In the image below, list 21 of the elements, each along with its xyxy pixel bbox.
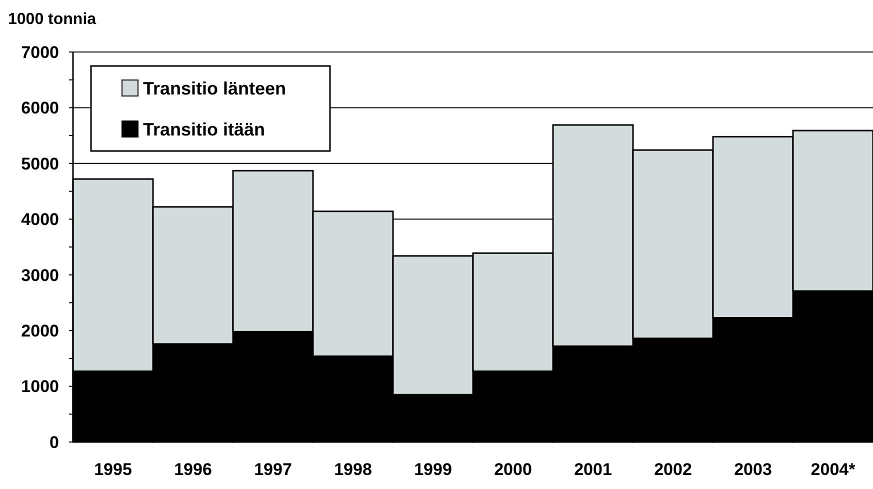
x-tick-label: 2004* [810, 460, 856, 479]
x-tick-label: 1996 [174, 460, 212, 479]
x-tick-label: 1995 [94, 460, 132, 479]
y-tick-label: 5000 [21, 154, 59, 174]
x-tick-label: 1997 [254, 460, 292, 479]
y-tick-label: 0 [50, 432, 59, 452]
y-axis-title: 1000 tonnia [8, 11, 96, 28]
legend-label: Transitio itään [143, 119, 266, 140]
y-tick-label: 4000 [21, 210, 59, 230]
x-tick-label: 2001 [574, 460, 612, 479]
y-tick-label: 3000 [21, 266, 59, 285]
x-tick-label: 2003 [734, 460, 772, 479]
x-tick-label: 2000 [494, 460, 532, 479]
y-tick-label: 6000 [21, 98, 59, 118]
y-tick-label: 2000 [21, 322, 59, 341]
legend-label: Transitio länteen [143, 78, 286, 98]
y-tick-label: 1000 [21, 377, 59, 396]
x-tick-label: 1998 [334, 460, 372, 479]
x-tick-label: 1999 [414, 460, 452, 479]
y-tick-label: 7000 [21, 42, 59, 62]
x-tick-label: 2002 [654, 460, 692, 479]
